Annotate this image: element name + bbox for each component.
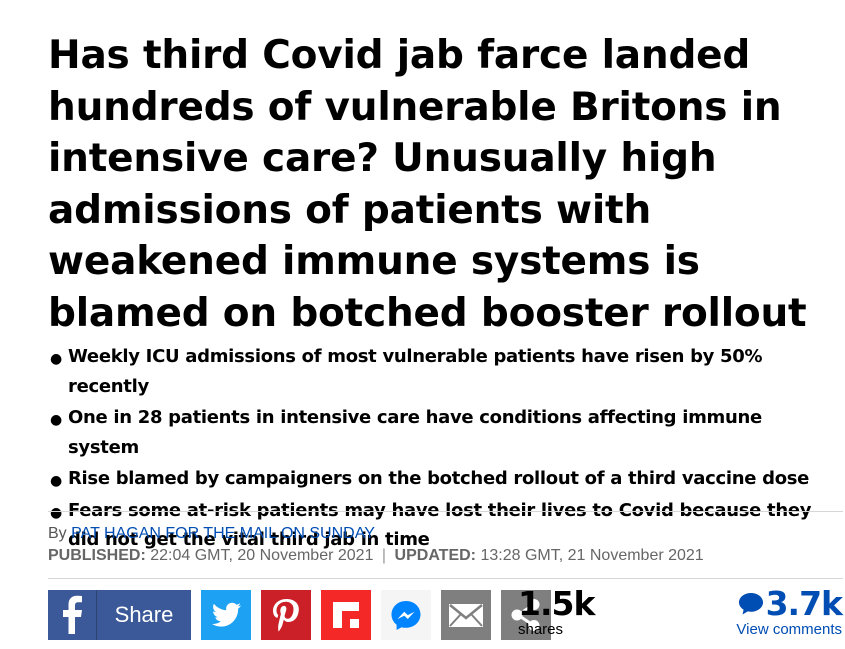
view-comments-label: View comments <box>736 621 842 638</box>
share-count-number: 1.5k <box>518 584 595 623</box>
pinterest-icon <box>273 599 299 632</box>
flipboard-icon <box>333 602 359 628</box>
article-headline: Has third Covid jab farce landed hundred… <box>48 33 807 336</box>
facebook-share-button[interactable]: Share <box>48 590 191 640</box>
article-dates: PUBLISHED: 22:04 GMT, 20 November 2021 |… <box>48 547 704 565</box>
bullet-dot-icon: ● <box>50 473 62 489</box>
share-count-label: shares <box>518 621 564 638</box>
article-summary-list: ● Weekly ICU admissions of most vulnerabl… <box>48 342 838 557</box>
bullet-dot-icon: ● <box>50 351 62 367</box>
comment-count: 3.7k <box>736 584 843 623</box>
messenger-icon <box>391 601 421 630</box>
summary-bullet: ● One in 28 patients in intensive care ha… <box>48 403 838 462</box>
twitter-share-button[interactable] <box>201 590 251 640</box>
more-share-button[interactable] <box>501 590 551 640</box>
email-share-button[interactable] <box>441 590 491 640</box>
author-link[interactable]: PAT HAGAN FOR THE MAIL ON SUNDAY <box>71 525 375 542</box>
bullet-dot-icon: ● <box>50 504 62 521</box>
published-label: PUBLISHED: <box>48 547 146 564</box>
date-separator: | <box>381 547 387 564</box>
summary-bullet-text: Fears some at-risk patients may have los… <box>68 499 812 551</box>
twitter-icon <box>211 602 241 627</box>
summary-bullet-text: One in 28 patients in intensive care hav… <box>68 407 762 458</box>
summary-bullet: ● Weekly ICU admissions of most vulnerabl… <box>48 342 838 401</box>
summary-bullet: ● Rise blamed by campaigners on the botch… <box>48 464 838 494</box>
published-date: 22:04 GMT, 20 November 2021 <box>150 547 374 564</box>
byline: By PAT HAGAN FOR THE MAIL ON SUNDAY <box>48 525 375 543</box>
facebook-icon <box>63 595 82 634</box>
facebook-share-label: Share <box>114 602 174 627</box>
pinterest-share-button[interactable] <box>261 590 311 640</box>
messenger-share-button[interactable] <box>381 590 431 640</box>
email-icon <box>449 604 483 627</box>
updated-label: UPDATED: <box>394 547 477 564</box>
bullet-dot-icon: ● <box>50 412 62 428</box>
summary-bullet-text: Rise blamed by campaigners on the botche… <box>68 468 810 489</box>
summary-bullet: ● Fears some at-risk patients may have lo… <box>48 496 838 555</box>
comment-bubble-icon <box>738 593 763 615</box>
flipboard-share-button[interactable] <box>321 590 371 640</box>
comment-count-number: 3.7k <box>765 584 843 623</box>
divider <box>48 511 843 512</box>
updated-date: 13:28 GMT, 21 November 2021 <box>480 547 704 564</box>
summary-bullet-text: Weekly ICU admissions of most vulnerable… <box>68 346 763 397</box>
share-count: 1.5k shares <box>518 584 595 638</box>
view-comments-link[interactable]: 3.7k View comments <box>736 584 843 638</box>
share-icon <box>511 599 540 631</box>
byline-prefix: By <box>48 525 67 542</box>
facebook-button-separator <box>96 590 97 640</box>
divider <box>48 578 843 579</box>
